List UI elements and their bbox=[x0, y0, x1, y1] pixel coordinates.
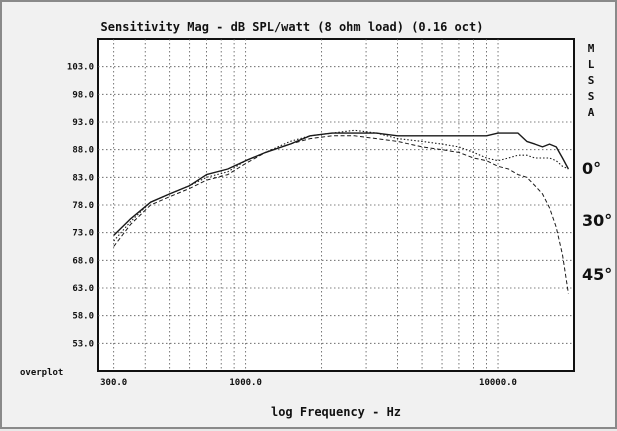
series-labels: 0° 30° 45° bbox=[582, 159, 612, 284]
chart-title: Sensitivity Mag - dB SPL/watt (8 ohm loa… bbox=[101, 20, 484, 34]
y-tick-label: 73.0 bbox=[72, 229, 94, 239]
overplot-label: overplot bbox=[20, 368, 63, 378]
x-tick-label: 1000.0 bbox=[229, 378, 262, 388]
y-tick-label: 103.0 bbox=[67, 63, 94, 73]
x-tick-labels: 300.0 1000.0 10000.0 bbox=[100, 378, 517, 388]
y-tick-label: 78.0 bbox=[72, 201, 94, 211]
legend-letter: S bbox=[588, 74, 595, 87]
y-tick-label: 83.0 bbox=[72, 173, 94, 183]
x-tick-label: 300.0 bbox=[100, 378, 127, 388]
y-tick-label: 98.0 bbox=[72, 90, 94, 100]
series-label-1: 0° bbox=[582, 159, 601, 178]
series-group bbox=[113, 129, 570, 294]
y-tick-label: 53.0 bbox=[72, 339, 94, 349]
x-axis-label: log Frequency - Hz bbox=[271, 405, 401, 419]
legend-letter: M bbox=[588, 42, 595, 55]
legend-letter: L bbox=[588, 58, 595, 71]
y-tick-label: 68.0 bbox=[72, 256, 94, 266]
y-tick-label: 58.0 bbox=[72, 312, 94, 322]
y-tick-label: 93.0 bbox=[72, 118, 94, 128]
legend-letter: A bbox=[588, 106, 595, 119]
series-line-3 bbox=[113, 135, 569, 294]
x-tick-label: 10000.0 bbox=[479, 378, 517, 388]
y-tick-label: 63.0 bbox=[72, 284, 94, 294]
series-line-2 bbox=[113, 129, 569, 242]
series-label-3: 45° bbox=[582, 265, 612, 284]
legend-letter: S bbox=[588, 90, 595, 103]
grid bbox=[98, 39, 574, 371]
y-tick-labels: 103.0 98.0 93.0 88.0 83.0 78.0 73.0 68.0 63.0 58.… bbox=[67, 63, 94, 350]
series-line-1 bbox=[113, 132, 570, 236]
y-tick-label: 88.0 bbox=[72, 146, 94, 156]
series-label-2: 30° bbox=[582, 211, 612, 230]
